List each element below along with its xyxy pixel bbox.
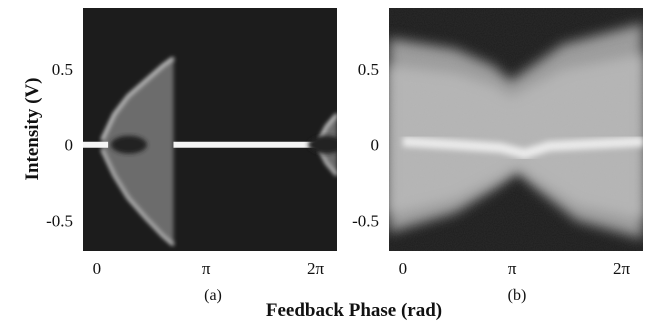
upper-branch bbox=[100, 56, 175, 141]
panel-a-label: (a) bbox=[204, 287, 222, 304]
panel-a-x-tick-label: 2π bbox=[307, 259, 325, 278]
panel-a-y-tick-label: 0.5 bbox=[52, 60, 73, 79]
chaotic-core bbox=[308, 135, 337, 154]
upper-branch bbox=[318, 113, 337, 141]
panel-b-x-tick-label: 0 bbox=[399, 259, 408, 278]
panel-b-x-tick-label: 2π bbox=[613, 259, 631, 278]
panel-a-y-tick-label: 0 bbox=[65, 136, 74, 155]
panel-b-label: (b) bbox=[508, 287, 527, 304]
panel-b-y-tick-label: -0.5 bbox=[352, 212, 379, 231]
lower-branch bbox=[318, 148, 337, 177]
noise-texture bbox=[389, 8, 643, 251]
panel-b: 0 π 2π 0.5 0 -0.5 bbox=[352, 8, 643, 278]
panel-a-x-tick-label: 0 bbox=[93, 259, 102, 278]
y-axis-label: Intensity (V) bbox=[22, 78, 43, 181]
panel-b-y-tick-label: 0 bbox=[371, 136, 380, 155]
panel-b-y-tick-label: 0.5 bbox=[358, 60, 379, 79]
lower-branch bbox=[100, 148, 175, 247]
panel-b-x-tick-label: π bbox=[508, 259, 517, 278]
chaotic-core bbox=[110, 135, 147, 154]
panel-a-x-tick-label: π bbox=[202, 259, 211, 278]
x-axis-label: Feedback Phase (rad) bbox=[266, 300, 442, 321]
panel-a: 0 π 2π 0.5 0 -0.5 bbox=[46, 8, 337, 278]
panel-a-y-tick-label: -0.5 bbox=[46, 212, 73, 231]
